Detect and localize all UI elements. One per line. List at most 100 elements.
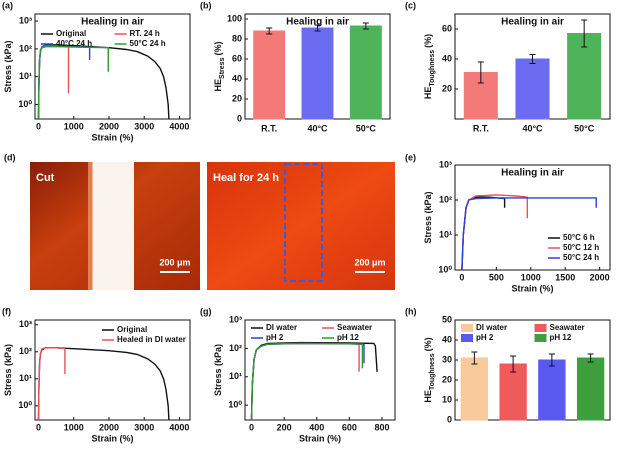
x-tick-label: 4000 — [169, 121, 189, 131]
plot-frame — [454, 164, 611, 271]
legend-label: DI water — [476, 323, 507, 332]
x-tick-label: R.T. — [473, 123, 489, 133]
y-tick-label: 10⁰ — [18, 400, 32, 410]
x-tick-label: 50°C — [574, 123, 595, 133]
panel: (g) 10⁰ 10¹ 10² 10³ 0 200 400 600 800 Strain (%) St… — [200, 306, 396, 443]
y-tick-label: 10¹ — [19, 71, 32, 81]
y-tick-label: 10¹ — [439, 229, 452, 239]
y-tick-label: 10² — [19, 346, 32, 356]
micrograph-healed — [207, 162, 395, 290]
y-tick-label: 10² — [229, 343, 242, 353]
x-tick-label: 2000 — [99, 121, 119, 131]
x-tick-label: 1000 — [64, 422, 84, 432]
x-tick-label: 600 — [342, 422, 357, 432]
panel-label: (f) — [2, 306, 11, 316]
x-tick-label: 400 — [309, 422, 324, 432]
y-axis-label-main: Stress (kPa) — [3, 344, 13, 396]
series-line — [250, 342, 364, 421]
y-tick-label: 10⁰ — [18, 99, 32, 109]
image-panel: (d) Cut 200 μm Heal for 24 h 200 μm — [4, 152, 395, 290]
panel-label: (h) — [405, 306, 417, 316]
y-axis-label: HEToughness (%) — [423, 337, 435, 402]
x-tick-label: 500 — [489, 272, 504, 282]
plot-frame — [34, 13, 191, 120]
series-line — [37, 46, 109, 120]
panel: (c) 20 40 60 HEToughness (%) Healing in air R.T… — [405, 0, 611, 133]
x-tick-label: 2000 — [590, 272, 610, 282]
x-tick-label: 3000 — [134, 422, 154, 432]
y-tick-label: 50 — [442, 314, 452, 324]
y-axis-label-sub: Toughness — [429, 353, 436, 390]
y-tick-label: 10³ — [19, 319, 32, 329]
y-tick-label: 30 — [442, 354, 452, 364]
y-tick-label: 10⁰ — [228, 400, 242, 410]
panel-label: (a) — [2, 0, 13, 10]
y-tick-label: 10¹ — [229, 371, 242, 381]
y-axis-label-main: Stress (kPa) — [423, 191, 433, 243]
y-tick-label: 60 — [232, 53, 242, 63]
panel-label: (c) — [405, 0, 416, 10]
series-line — [37, 44, 170, 120]
y-axis-label: Stress (kPa) — [3, 40, 13, 92]
x-tick-label: 50°C — [356, 123, 377, 133]
y-axis-label-sub: Stress — [219, 57, 226, 79]
panel-label: (e) — [405, 152, 416, 162]
bar — [460, 357, 489, 421]
y-axis-label-main: Stress (kPa) — [213, 344, 223, 396]
y-tick-label: 10³ — [439, 159, 452, 169]
x-axis-label: Strain (%) — [511, 283, 553, 293]
bar — [567, 33, 602, 120]
series-line — [37, 347, 66, 421]
panel: (a) 10⁰ 10¹ 10² 10³ 0 1000 2000 3000 4000 Strain (… — [2, 0, 191, 142]
bar — [576, 357, 605, 421]
scale-label: 200 μm — [159, 257, 190, 267]
legend-label: pH 12 — [337, 333, 359, 342]
x-tick-label: 200 — [277, 422, 292, 432]
legend-label: pH 12 — [550, 333, 572, 342]
legend-label: Seawater — [337, 323, 372, 332]
legend-label: Healed in DI water — [117, 335, 186, 344]
plot-frame — [34, 319, 191, 421]
panel: (e) 10⁰ 10¹ 10² 10³ 0 500 1000 1500 2000 Strain (%… — [405, 152, 611, 293]
y-tick-label: 10 — [442, 394, 452, 404]
x-axis-label: Strain (%) — [299, 433, 341, 443]
bar — [349, 25, 382, 120]
x-tick-label: R.T. — [261, 123, 277, 133]
y-axis-label: Stress (kPa) — [3, 344, 13, 396]
x-tick-label: 3000 — [134, 121, 154, 131]
y-tick-label: 0 — [447, 414, 452, 424]
y-axis-label: Stress (kPa) — [423, 191, 433, 243]
x-tick-label: 40°C — [522, 123, 543, 133]
legend-label: DI water — [266, 323, 297, 332]
panel: (f) 10⁰ 10¹ 10² 10³ 0 1000 2000 3000 4000 Strain (… — [2, 306, 191, 443]
series-line — [461, 197, 597, 271]
bar — [301, 27, 334, 120]
legend-label: 50°C 12 h — [563, 243, 599, 252]
y-tick-label: 10² — [19, 43, 32, 53]
image-caption: Cut — [36, 172, 55, 184]
series-line — [461, 194, 528, 271]
y-tick-label: 10² — [439, 194, 452, 204]
legend-label: 50°C 24 h — [130, 39, 166, 48]
y-axis-label: HEToughness (%) — [423, 34, 435, 99]
cut-gap — [92, 162, 134, 290]
x-axis-label: Strain (%) — [91, 132, 133, 142]
series-line — [461, 196, 506, 271]
legend-label: 50°C 6 h — [563, 233, 595, 242]
y-axis-label-main: Stress (kPa) — [3, 40, 13, 92]
legend-swatch — [461, 334, 473, 342]
panel-label: (g) — [200, 306, 212, 316]
legend-swatch — [534, 324, 547, 332]
bar — [253, 30, 286, 120]
scale-label: 200 μm — [354, 257, 385, 267]
x-tick-label: 0 — [249, 422, 254, 432]
y-tick-label: 20 — [442, 83, 452, 93]
y-tick-label: 20 — [232, 93, 242, 103]
x-tick-label: 0 — [459, 272, 464, 282]
y-tick-label: 100 — [227, 13, 242, 23]
cut-edge — [88, 162, 93, 290]
y-tick-label: 0 — [237, 113, 242, 123]
y-tick-label: 40 — [442, 53, 452, 63]
chart-title: Healing in air — [286, 17, 349, 28]
y-axis-label-unit: (%) — [423, 337, 433, 351]
